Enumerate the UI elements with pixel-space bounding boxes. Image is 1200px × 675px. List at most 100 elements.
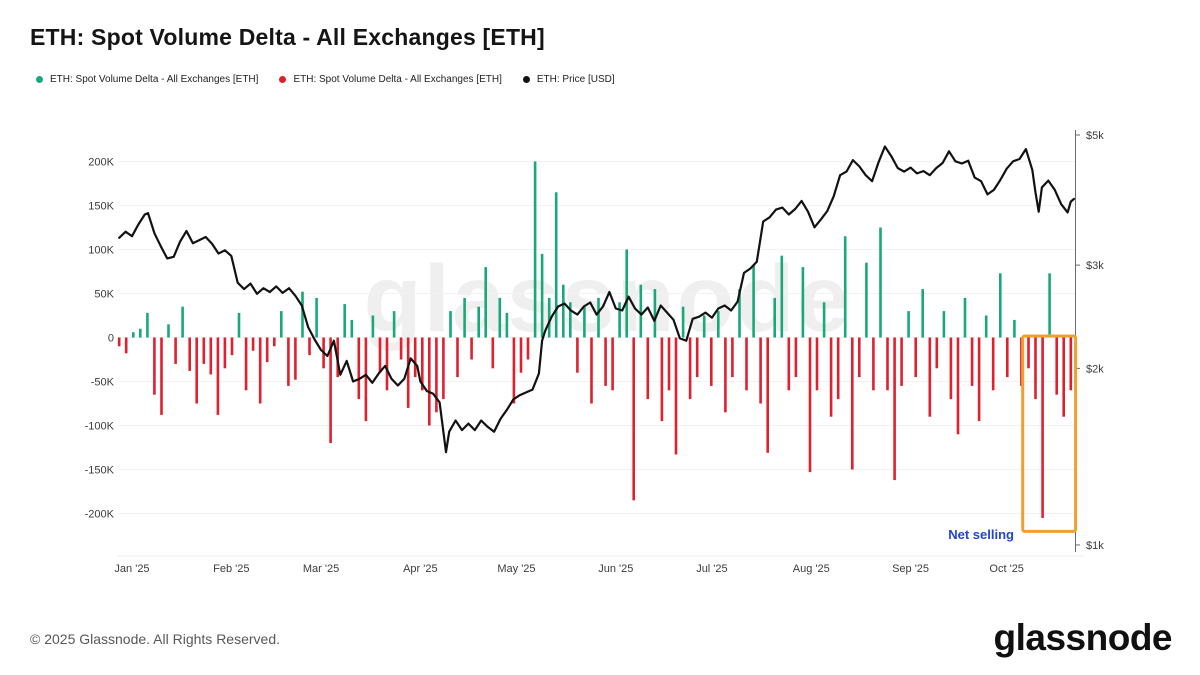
volume-delta-bar [808, 337, 812, 473]
volume-delta-bar [618, 302, 621, 338]
volume-delta-bar [435, 337, 438, 413]
x-axis-month-label: Jul '25 [696, 563, 727, 575]
volume-delta-bar [540, 253, 544, 338]
volume-delta-bar [484, 267, 487, 338]
left-axis-tick-label: 50K [94, 289, 114, 301]
volume-delta-bar [160, 337, 163, 415]
volume-delta-bar [893, 337, 896, 481]
volume-delta-bar [463, 297, 466, 338]
volume-delta-bar [653, 289, 657, 338]
volume-delta-bar [294, 337, 297, 380]
volume-delta-bar [287, 337, 290, 386]
price-line [118, 145, 1076, 454]
volume-delta-bar [738, 289, 741, 338]
x-axis-month-label: Feb '25 [213, 563, 249, 575]
volume-delta-bar [132, 332, 135, 338]
volume-delta-bar [999, 273, 1002, 338]
volume-delta-bar [886, 337, 889, 391]
volume-delta-bar [413, 337, 417, 378]
volume-delta-bar [519, 337, 523, 373]
legend-item-spot-volume-delta-positive[interactable]: ETH: Spot Volume Delta - All Exchanges [… [36, 74, 258, 85]
volume-delta-bar [428, 337, 431, 426]
volume-delta-bar [195, 337, 198, 404]
volume-delta-bar [991, 337, 995, 391]
x-axis-month-label: Apr '25 [403, 563, 438, 575]
red-dot-icon [279, 76, 287, 83]
volume-delta-bar [392, 311, 396, 338]
volume-delta-bar [1006, 337, 1009, 378]
legend-label: ETH: Spot Volume Delta - All Exchanges [… [293, 74, 502, 85]
left-axis-tick-label: 150K [88, 201, 114, 213]
volume-delta-bar [498, 297, 502, 338]
volume-delta-bar [822, 302, 826, 338]
net-selling-box [1021, 334, 1078, 533]
chart-title: ETH: Spot Volume Delta - All Exchanges [… [30, 24, 545, 50]
left-axis-tick-label: -50K [91, 377, 115, 389]
volume-delta-bar [569, 302, 572, 338]
volume-delta-bar [865, 262, 868, 338]
right-axis-tick-label: $3k [1086, 260, 1104, 272]
volume-delta-bar [505, 312, 509, 338]
volume-delta-bar [604, 337, 607, 386]
volume-delta-bar [456, 337, 459, 378]
volume-delta-bar [695, 337, 699, 378]
volume-delta-bar [674, 337, 678, 455]
volume-delta-bar [836, 337, 840, 400]
left-axis-tick-label: -200K [85, 509, 115, 521]
right-axis-tick-label: $5k [1086, 130, 1104, 142]
volume-delta-bar [639, 284, 643, 338]
volume-delta-bar [174, 337, 177, 364]
volume-delta-bar [491, 337, 495, 369]
glassnode-logo: glassnode [993, 617, 1173, 658]
volume-delta-bar [139, 328, 142, 338]
volume-delta-bar [512, 337, 516, 404]
volume-delta-bar [907, 311, 910, 338]
legend-item-price[interactable]: ETH: Price [USD] [522, 74, 615, 85]
volume-delta-bar [872, 337, 875, 391]
volume-delta-bar [251, 337, 255, 351]
volume-delta-bar [759, 337, 762, 404]
volume-delta-bar [970, 337, 974, 386]
volume-delta-bar [237, 312, 241, 338]
volume-delta-bar [1062, 337, 1065, 417]
volume-delta-bar [780, 255, 784, 338]
volume-delta-bar [315, 297, 318, 338]
volume-delta-bar [146, 312, 149, 338]
volume-delta-bar [526, 337, 530, 360]
volume-delta-bar [1034, 337, 1037, 400]
legend-item-spot-volume-delta-negative[interactable]: ETH: Spot Volume Delta - All Exchanges [… [279, 74, 502, 85]
volume-delta-bar [449, 311, 452, 338]
volume-delta-bar [202, 337, 206, 364]
volume-delta-bar [801, 267, 805, 338]
volume-delta-bar [766, 337, 769, 453]
volume-delta-bar [1013, 319, 1016, 338]
volume-delta-bar [928, 337, 932, 417]
volume-delta-bar [364, 337, 368, 422]
volume-delta-bar [935, 337, 939, 369]
copyright: © 2025 Glassnode. All Rights Reserved. [30, 631, 281, 647]
volume-delta-bar [710, 337, 713, 386]
x-axis-month-label: Jan '25 [114, 563, 149, 575]
volume-delta-bar [914, 337, 917, 378]
volume-delta-bar [597, 297, 600, 338]
volume-delta-bar [1055, 337, 1058, 395]
volume-delta-bar [244, 337, 248, 391]
green-dot-icon [36, 76, 43, 83]
volume-delta-bar [399, 337, 403, 360]
x-axis-month-label: Jun '25 [598, 563, 633, 575]
volume-delta-bar [371, 315, 375, 338]
volume-delta-bar [258, 337, 262, 404]
volume-delta-bar [745, 337, 748, 391]
volume-delta-bar [273, 337, 276, 347]
volume-delta-bar [667, 337, 671, 391]
x-axis-month-label: May '25 [497, 563, 535, 575]
legend: ETH: Spot Volume Delta - All Exchanges [… [36, 74, 615, 85]
volume-delta-bar [724, 337, 727, 413]
volume-delta-bar [843, 236, 847, 338]
black-dot-icon [522, 76, 530, 83]
legend-label: ETH: Price [USD] [536, 74, 615, 85]
volume-delta-bar [773, 297, 776, 338]
volume-delta-bar [794, 337, 798, 378]
volume-delta-bar [984, 315, 988, 338]
